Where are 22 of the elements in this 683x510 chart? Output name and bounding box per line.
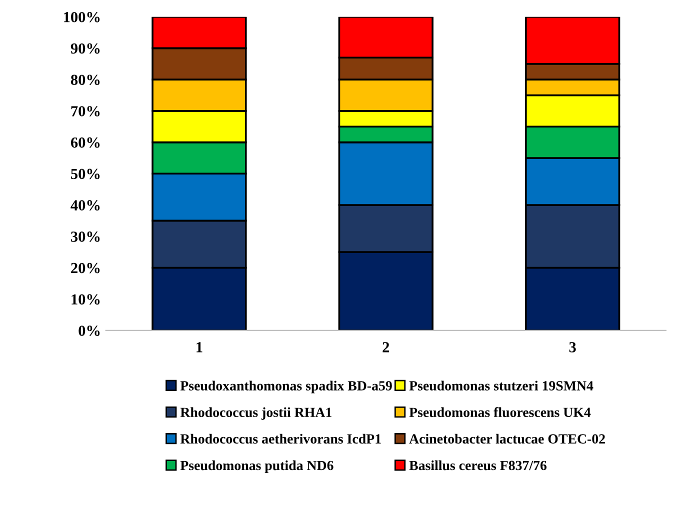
legend-label: Rhodococcus aetherivorans IcdP1 <box>180 434 381 444</box>
y-tick-label: 90% <box>70 43 100 54</box>
legend-label: Pseudomonas putida ND6 <box>180 460 334 474</box>
y-tick-label: 70% <box>71 106 100 116</box>
legend-label: Pseudomonas fluorescens UK4 <box>409 407 591 418</box>
legend-label: Pseudomonas stutzeri 19SMN4 <box>409 380 594 391</box>
legend-label: Pseudoxanthomonas spadix BD-a59 <box>180 380 392 394</box>
legend-label: Acinetobacter lactucae OTEC-02 <box>409 434 605 444</box>
y-tick-label: 50% <box>71 168 100 180</box>
y-tick-label: 100% <box>64 12 100 22</box>
x-tick-label: 2 <box>382 342 390 352</box>
y-tick-label: 10% <box>72 294 100 305</box>
x-tick-label: 1 <box>196 342 202 352</box>
y-tick-label: 0% <box>78 326 100 336</box>
x-tick-label: 3 <box>569 342 576 352</box>
legend-label: Basillus cereus F837/76 <box>409 460 547 470</box>
y-tick-label: 30% <box>71 232 100 242</box>
y-tick-label: 20% <box>71 262 100 274</box>
y-tick-label: 60% <box>70 137 100 148</box>
y-tick-label: 40% <box>70 200 100 211</box>
legend-label: Rhodococcus jostii RHA1 <box>180 407 332 420</box>
y-tick-label: 80% <box>70 74 100 86</box>
